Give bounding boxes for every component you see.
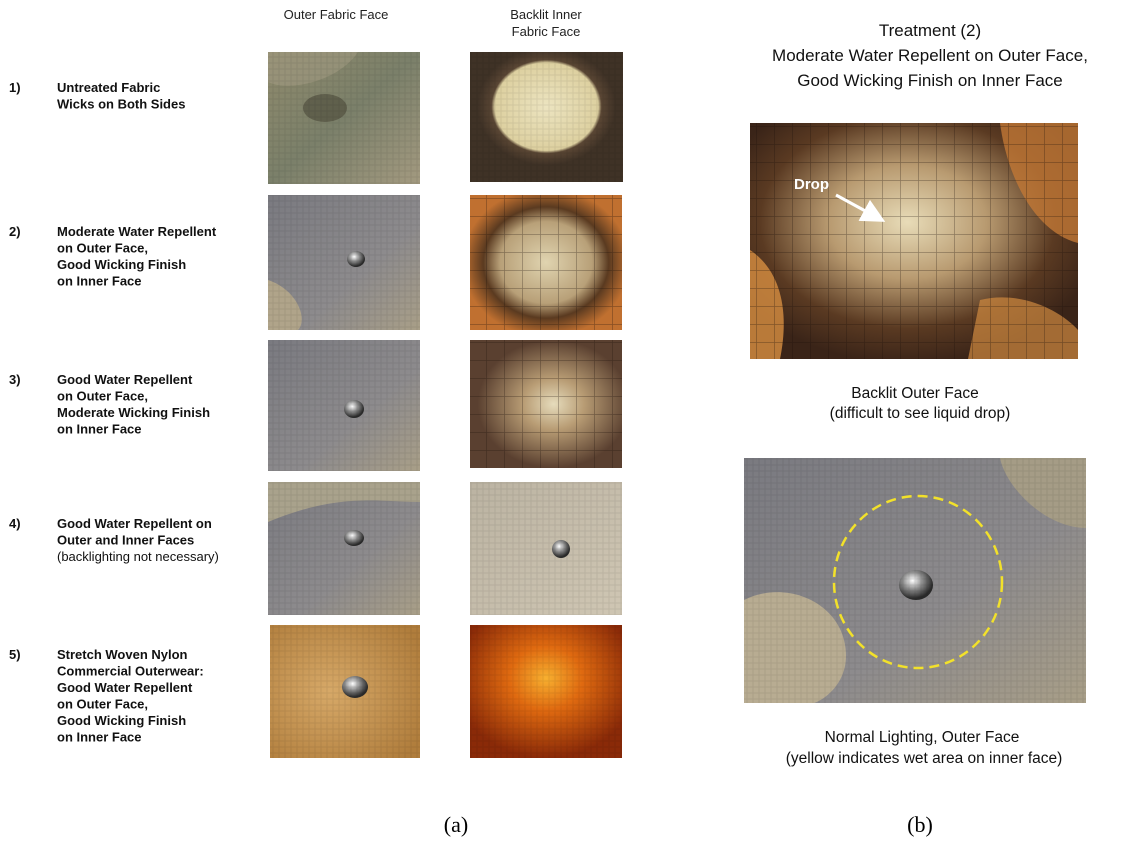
- row-number: 2): [9, 224, 21, 239]
- column-header: Fabric Face: [512, 24, 581, 39]
- image-grid: [268, 52, 623, 758]
- row-label: on Outer Face,: [57, 697, 148, 712]
- panel-label: (a): [444, 812, 468, 837]
- row-label: Stretch Woven Nylon: [57, 647, 188, 662]
- column-header: Outer Fabric Face: [284, 7, 389, 22]
- row-label: on Inner Face: [57, 274, 142, 289]
- row-number: 5): [9, 647, 21, 662]
- row-label: Moderate Water Repellent: [57, 224, 217, 239]
- image-caption: (difficult to see liquid drop): [830, 405, 1011, 422]
- row-label: Moderate Wicking Finish: [57, 405, 210, 420]
- panel-label: (b): [907, 812, 933, 837]
- image-caption: Normal Lighting, Outer Face: [825, 729, 1020, 746]
- row-label: Outer and Inner Faces: [57, 533, 194, 548]
- row-label: Good Water Repellent on: [57, 516, 212, 531]
- annotation-arrow: [835, 193, 886, 222]
- row-label: on Inner Face: [57, 730, 142, 745]
- row-number: 3): [9, 372, 21, 387]
- row-label: Good Water Repellent: [57, 372, 193, 387]
- image-caption: Backlit Outer Face: [851, 385, 979, 402]
- panel-title: Good Wicking Finish on Inner Face: [797, 71, 1063, 90]
- row-label: Good Water Repellent: [57, 680, 193, 695]
- wet-area-outline: [832, 494, 1004, 670]
- row-label: Good Wicking Finish: [57, 713, 186, 728]
- panel-title: Moderate Water Repellent on Outer Face,: [772, 46, 1088, 65]
- row-label: on Outer Face,: [57, 241, 148, 256]
- row-label: Wicks on Both Sides: [57, 97, 185, 112]
- row-label: Commercial Outerwear:: [57, 664, 204, 679]
- row-note: (backlighting not necessary): [57, 549, 219, 564]
- row-label: on Outer Face,: [57, 389, 148, 404]
- image-caption: (yellow indicates wet area on inner face…: [786, 750, 1063, 767]
- row-label: on Inner Face: [57, 422, 142, 437]
- row-label: Good Wicking Finish: [57, 257, 186, 272]
- row-number: 4): [9, 516, 21, 531]
- row-label: Untreated Fabric: [57, 80, 160, 95]
- row-number: 1): [9, 80, 21, 95]
- image-annotation: Drop: [794, 176, 829, 193]
- panel-title: Treatment (2): [879, 21, 981, 40]
- column-header: Backlit Inner: [510, 7, 582, 22]
